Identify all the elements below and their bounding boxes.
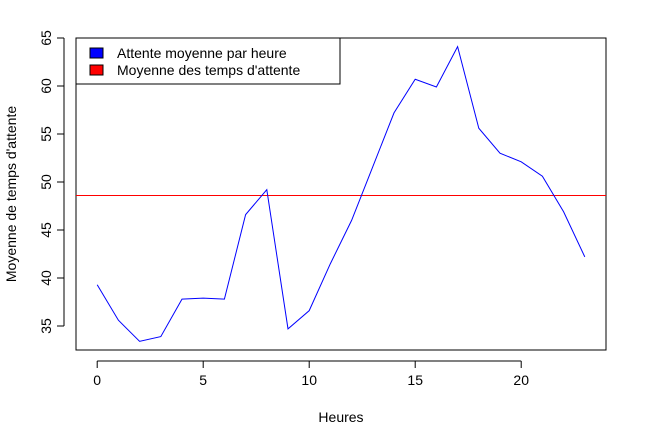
x-tick-label: 10 <box>301 372 317 388</box>
y-tick-label: 40 <box>38 270 54 286</box>
series-layer <box>76 45 606 342</box>
plot-frame <box>75 37 607 351</box>
y-tick-label: 55 <box>38 126 54 142</box>
axes: 0 5 10 15 20 35 40 45 50 55 60 65 <box>38 30 529 388</box>
x-tick-label: 5 <box>199 372 207 388</box>
x-axis-title: Heures <box>318 409 363 425</box>
y-axis-title: Moyenne de temps d'attente <box>3 106 19 282</box>
y-tick-label: 60 <box>38 78 54 94</box>
x-tick-label: 0 <box>93 372 101 388</box>
series-line-hourly-wait <box>96 45 586 342</box>
plot-area <box>75 37 607 351</box>
legend-swatch <box>89 64 104 76</box>
legend-swatch <box>89 47 104 59</box>
legend-box <box>75 37 341 85</box>
y-tick-label: 45 <box>38 222 54 238</box>
x-tick-label: 15 <box>407 372 423 388</box>
y-tick-label: 35 <box>38 318 54 334</box>
legend-label: Attente moyenne par heure <box>117 45 287 61</box>
y-tick-label: 65 <box>38 30 54 46</box>
y-tick-label: 50 <box>38 174 54 190</box>
x-tick-label: 20 <box>513 372 529 388</box>
legend-label: Moyenne des temps d'attente <box>117 62 300 78</box>
